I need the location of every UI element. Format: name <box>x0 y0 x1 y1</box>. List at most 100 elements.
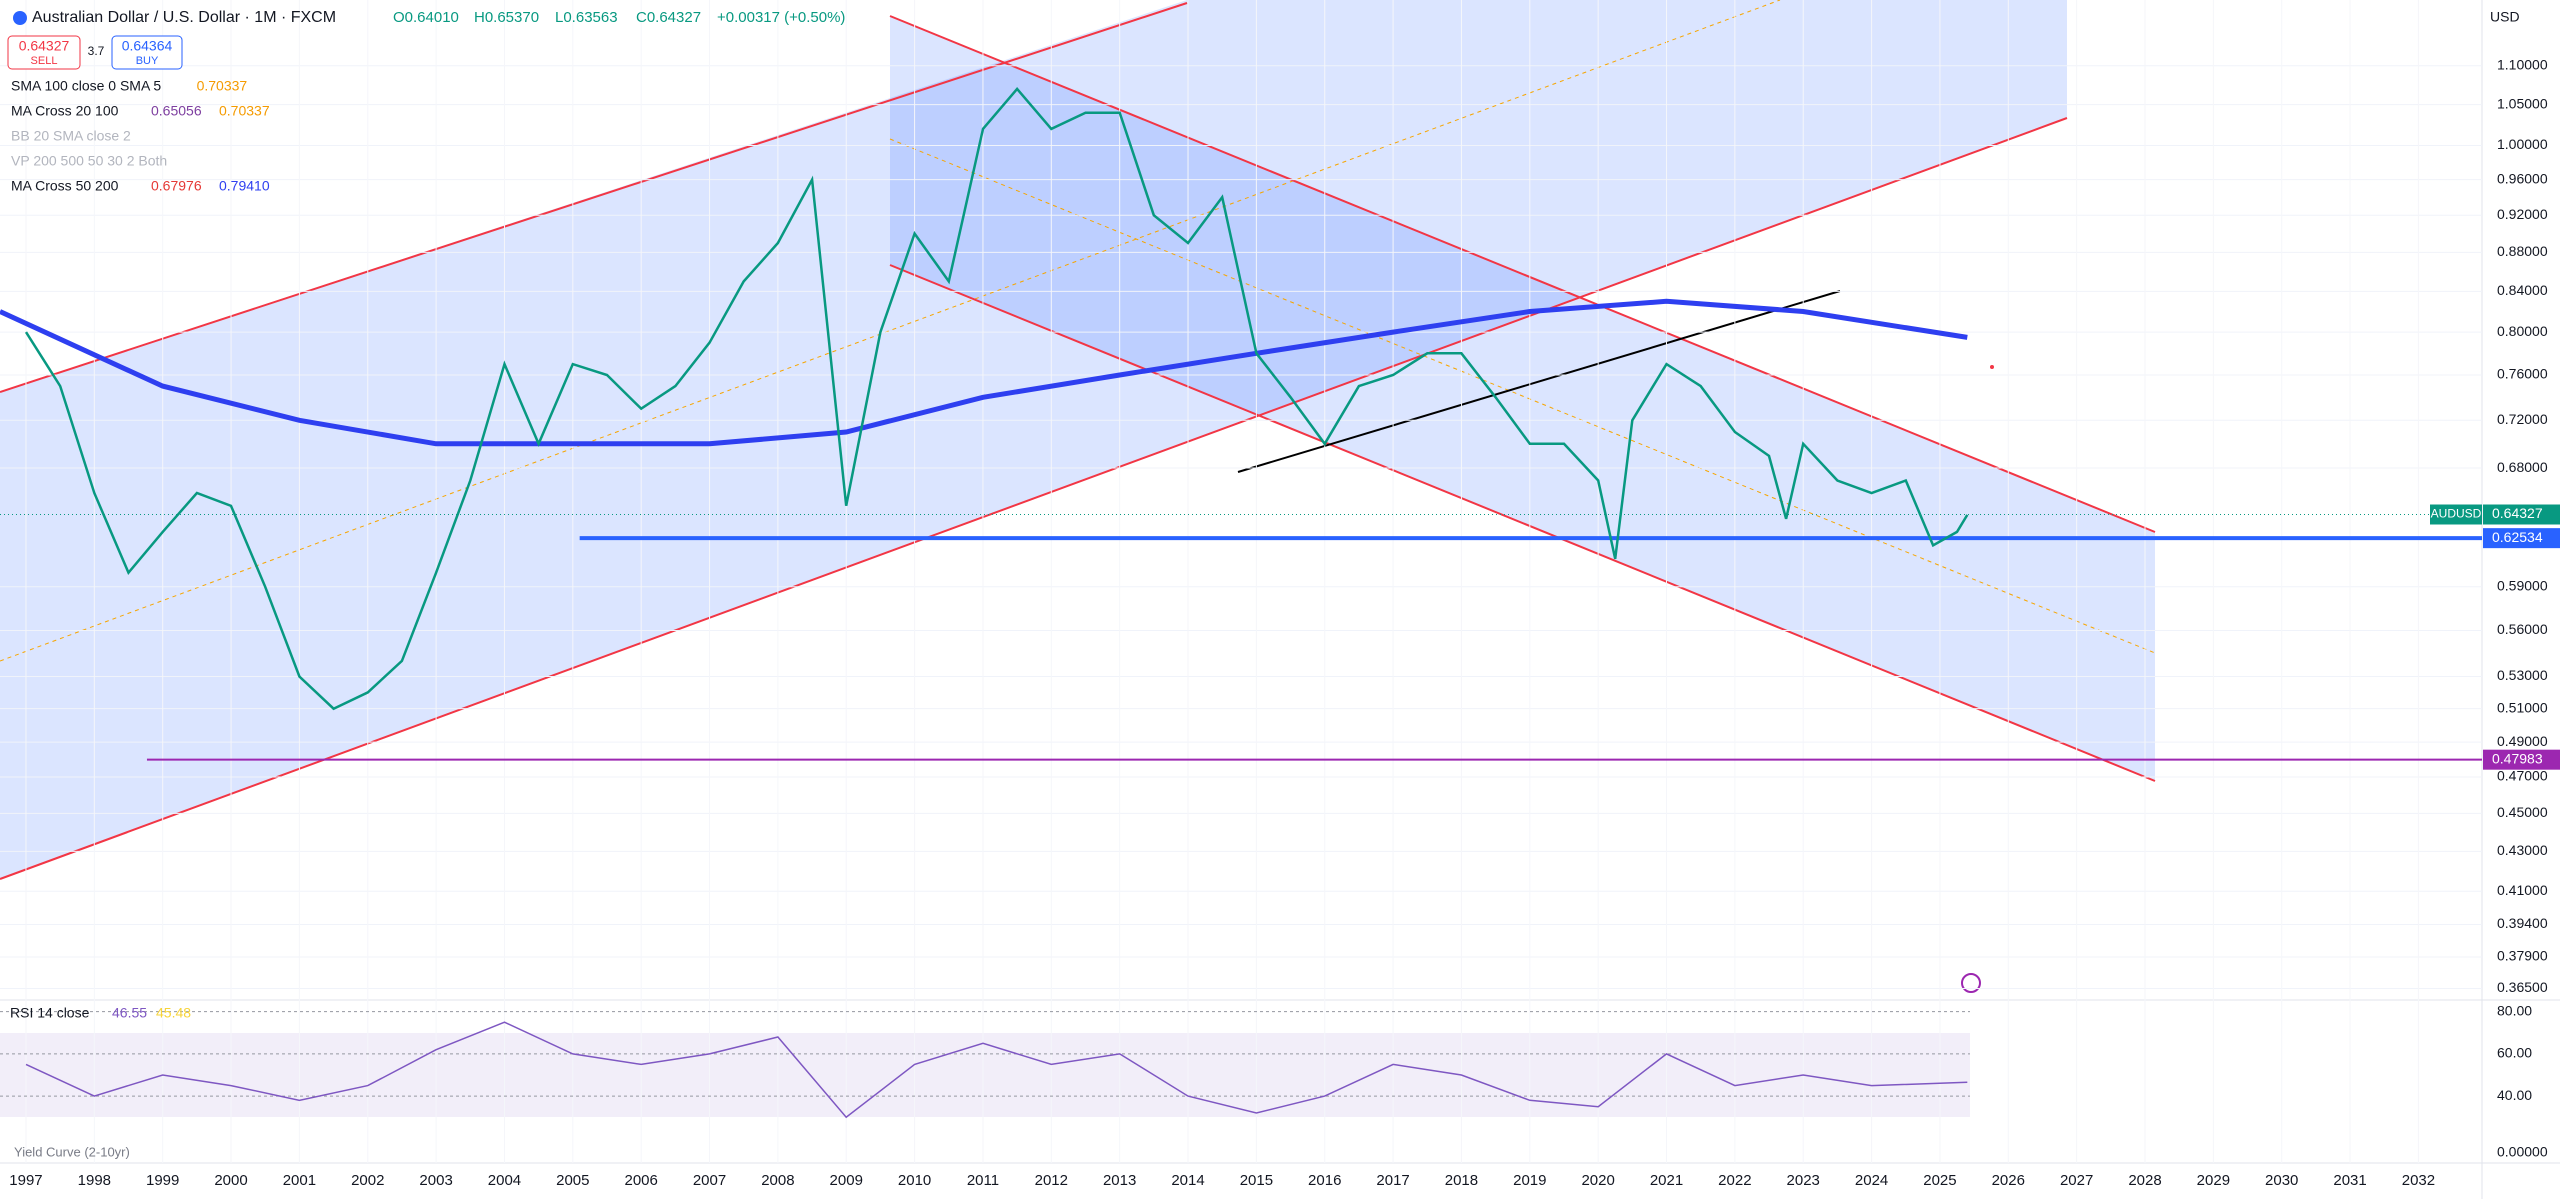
yield-tick: 0.00000 <box>2497 1144 2548 1160</box>
x-tick-label: 2018 <box>1445 1172 1478 1189</box>
x-tick-label: 2010 <box>898 1172 931 1189</box>
x-tick-label: 2019 <box>1513 1172 1546 1189</box>
y-tick-label: 0.49000 <box>2497 733 2548 749</box>
x-tick-label: 2000 <box>214 1172 247 1189</box>
indicator-name: SMA 100 close 0 SMA 5 <box>11 78 161 94</box>
alert-icon[interactable] <box>1961 973 1981 993</box>
x-tick-label: 2031 <box>2333 1172 2366 1189</box>
y-tick-label: 0.76000 <box>2497 366 2548 382</box>
x-tick-label: 2032 <box>2402 1172 2435 1189</box>
x-tick-label: 2020 <box>1581 1172 1614 1189</box>
y-tick-label: 0.51000 <box>2497 699 2548 715</box>
symbol-label-box <box>2430 504 2482 525</box>
buy-price: 0.64364 <box>122 38 173 54</box>
channel-mid <box>889 138 2156 654</box>
symbol-title[interactable]: Australian Dollar / U.S. Dollar · 1M · F… <box>32 9 336 26</box>
descending-channel <box>890 16 2155 781</box>
indicator-value: 0.79410 <box>219 178 270 194</box>
y-tick-label: 0.56000 <box>2497 621 2548 637</box>
sell-price: 0.64327 <box>19 38 70 54</box>
x-tick-label: 2006 <box>624 1172 657 1189</box>
x-tick-label: 2002 <box>351 1172 384 1189</box>
x-tick-label: 2024 <box>1855 1172 1888 1189</box>
y-tick-label: 0.59000 <box>2497 578 2548 594</box>
channel-line <box>889 264 2156 782</box>
x-tick-label: 2015 <box>1240 1172 1273 1189</box>
indicator-name: MA Cross 50 200 <box>11 178 119 194</box>
x-tick-label: 2027 <box>2060 1172 2093 1189</box>
indicator-value: 0.65056 <box>151 103 202 119</box>
ascending-channel <box>0 0 2067 879</box>
y-tick-label: 0.45000 <box>2497 804 2548 820</box>
buy-label: BUY <box>136 55 159 67</box>
price-label: 0.47983 <box>2492 750 2543 766</box>
rsi-band <box>0 1033 1970 1117</box>
symbol-label: AUDUSD <box>2431 507 2482 521</box>
channel-line <box>0 117 2068 880</box>
x-tick-label: 2017 <box>1376 1172 1409 1189</box>
x-tick-label: 2009 <box>830 1172 863 1189</box>
x-tick-label: 2016 <box>1308 1172 1341 1189</box>
y-tick-label: 1.10000 <box>2497 56 2548 72</box>
plot <box>0 65 2482 1119</box>
ohlc-open: O0.64010 <box>393 9 459 26</box>
last-price: 0.64327 <box>2492 505 2543 521</box>
ohlc-low: L0.63563 <box>555 9 618 26</box>
marker <box>1990 365 1994 369</box>
y-tick-label: 0.36500 <box>2497 979 2548 995</box>
x-tick-label: 1998 <box>78 1172 111 1189</box>
yield-title[interactable]: Yield Curve (2-10yr) <box>14 1144 130 1159</box>
rsi-tick-label: 80.00 <box>2497 1002 2532 1018</box>
x-tick-label: 2026 <box>1992 1172 2025 1189</box>
rsi-tick-label: 40.00 <box>2497 1087 2532 1103</box>
x-tick-label: 2013 <box>1103 1172 1136 1189</box>
y-tick-label: 0.53000 <box>2497 667 2548 683</box>
x-tick-label: 2014 <box>1171 1172 1204 1189</box>
y-tick-label: 0.84000 <box>2497 282 2548 298</box>
rsi-signal: 45.48 <box>156 1005 191 1021</box>
indicator-name: BB 20 SMA close 2 <box>11 128 131 144</box>
price-line <box>24 86 1969 711</box>
rsi-value: 46.55 <box>112 1005 147 1021</box>
legend: Australian Dollar / U.S. Dollar · 1M · F… <box>7 9 2548 1160</box>
x-tick-label: 2025 <box>1923 1172 1956 1189</box>
x-tick-label: 2023 <box>1787 1172 1820 1189</box>
spread: 3.7 <box>88 44 105 58</box>
indicator-value: 0.70337 <box>197 78 248 94</box>
y-tick-label: 0.41000 <box>2497 882 2548 898</box>
buy-button[interactable] <box>111 35 183 70</box>
x-tick-label: 2028 <box>2128 1172 2161 1189</box>
x-tick-label: 2005 <box>556 1172 589 1189</box>
indicator-value: 0.70337 <box>219 103 270 119</box>
y-tick-label: 0.37900 <box>2497 948 2548 964</box>
y-tick-label: 0.96000 <box>2497 170 2548 186</box>
last-price-box <box>2483 504 2560 525</box>
x-tick-label: 2004 <box>488 1172 521 1189</box>
x-tick-label: 2011 <box>967 1172 999 1189</box>
rsi-tick-label: 60.00 <box>2497 1045 2532 1061</box>
y-tick-label: 0.43000 <box>2497 842 2548 858</box>
x-tick-label: 2012 <box>1035 1172 1068 1189</box>
y-tick-label: 0.92000 <box>2497 206 2548 222</box>
currency[interactable]: USD <box>2490 9 2520 25</box>
sell-label: SELL <box>31 55 58 67</box>
indicator-value: 0.67976 <box>151 178 202 194</box>
y-tick-label: 0.88000 <box>2497 243 2548 259</box>
sell-button[interactable] <box>7 35 81 70</box>
channel-line <box>889 15 2156 533</box>
y-tick-label: 0.72000 <box>2497 411 2548 427</box>
rsi-line <box>25 1021 1968 1119</box>
ohlc-change: +0.00317 (+0.50%) <box>717 9 845 26</box>
y-tick-label: 0.47000 <box>2497 768 2548 784</box>
price-label: 0.62534 <box>2492 529 2543 545</box>
ohlc-high: H0.65370 <box>474 9 539 26</box>
rsi-title[interactable]: RSI 14 close <box>10 1005 90 1021</box>
x-tick-label: 2007 <box>693 1172 726 1189</box>
y-tick-label: 1.00000 <box>2497 136 2548 152</box>
x-tick-label: 2008 <box>761 1172 794 1189</box>
x-tick-label: 2021 <box>1650 1172 1683 1189</box>
symbol-icon <box>13 11 27 25</box>
y-tick-label: 0.80000 <box>2497 323 2548 339</box>
